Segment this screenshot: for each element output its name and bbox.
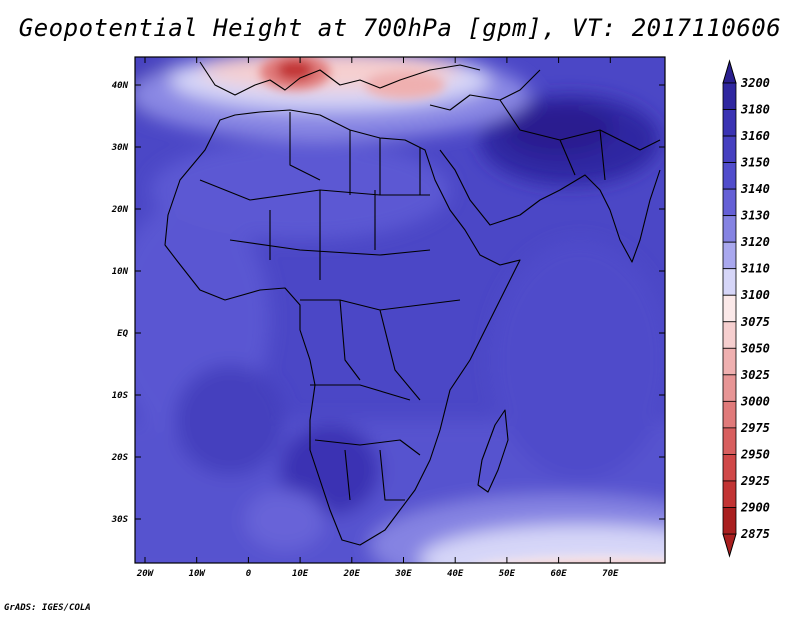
chart-title: Geopotential Height at 700hPa [gpm], VT:… [18, 14, 782, 42]
lon-tick-label: 30E [394, 569, 412, 579]
europe-coast [199, 61, 481, 96]
borders-central [300, 299, 461, 401]
colorbar-bottom-arrow [722, 533, 737, 558]
lat-tick-label: 30S [111, 515, 129, 525]
field-zone-south-core [487, 556, 665, 563]
colorbar-swatch [722, 427, 737, 455]
colorbar-label: 3160 [740, 129, 770, 143]
madagascar [477, 409, 509, 493]
colorbar-label: 3120 [740, 235, 770, 249]
field-zone-high-safrica [280, 425, 380, 515]
lon-tick-label: 0 [246, 569, 252, 579]
field-zone-trough-center [277, 60, 313, 80]
colorbar-label: 2950 [740, 447, 770, 461]
colorbar-swatch [722, 268, 737, 296]
colorbar-label: 3050 [740, 341, 770, 355]
field-zone-high-asia-core [505, 105, 615, 155]
lat-tick-label: 40N [112, 81, 129, 91]
borders-north [289, 112, 421, 195]
colorbar-swatch [722, 454, 737, 482]
colorbar-label: 3130 [740, 209, 770, 223]
lat-tick-label: EQ [117, 329, 128, 339]
middle-east [429, 69, 541, 111]
colorbar-swatch [722, 507, 737, 535]
borders-asia [499, 99, 661, 181]
field-zone-south-mid [420, 525, 665, 563]
colorbar-label: 2925 [740, 474, 770, 488]
colorbar-swatch [722, 135, 737, 163]
lon-tick-label: 20E [343, 569, 361, 579]
colorbar-label: 3200 [740, 76, 770, 90]
borders-south [314, 439, 421, 501]
colorbar-label: 3110 [740, 262, 770, 276]
lat-tick-label: 20N [111, 205, 129, 215]
lat-tick-label: 30N [111, 143, 129, 153]
latitude-axis: 40N 30N 20N 10N EQ 10S 20S 30S [111, 81, 665, 525]
lon-tick-label: 50E [499, 569, 516, 579]
colorbar-swatch [722, 109, 737, 137]
field-zone-south-pink [450, 565, 750, 601]
field-zone-sahara [150, 140, 450, 240]
colorbar: 3200 3180 3160 3150 3140 3130 3120 3110 3100 3075… [722, 59, 770, 558]
field-zone-indian-ocean [490, 240, 665, 480]
arabia-asia-coast [439, 149, 661, 263]
grads-credit: GrADS: IGES/COLA [4, 603, 91, 613]
colorbar-swatch [722, 374, 737, 402]
lon-tick-label: 60E [550, 569, 567, 579]
africa-coastline [164, 109, 521, 546]
lon-tick-label: 70E [602, 569, 619, 579]
field-zone-mid-cape [245, 490, 325, 550]
colorbar-label: 3025 [740, 368, 770, 382]
colorbar-label: 3150 [740, 156, 770, 170]
colorbar-swatch [722, 162, 737, 190]
borders-sahel [199, 179, 431, 280]
lon-tick-label: 10E [292, 569, 309, 579]
colorbar-label: 2975 [740, 421, 770, 435]
colorbar-label: 2875 [740, 527, 770, 541]
lat-tick-label: 10S [112, 391, 129, 401]
colorbar-swatch [722, 188, 737, 217]
colorbar-swatch [722, 321, 737, 349]
colorbar-label: 3075 [740, 315, 770, 329]
field-zone-aegean [365, 71, 445, 99]
colorbar-label: 3000 [740, 394, 770, 408]
colorbar-swatch [722, 347, 737, 376]
colorbar-swatch [722, 400, 737, 429]
lon-tick-label: 10W [189, 569, 207, 579]
colorbar-label: 3140 [740, 182, 770, 196]
lon-tick-label: 20W [136, 569, 155, 579]
colorbar-swatch [722, 294, 737, 323]
lat-tick-label: 10N [112, 267, 129, 277]
longitude-axis: 20W 10W 0 10E 20E 30E 40E 50E 60E 70E [136, 57, 619, 579]
lat-tick-label: 20S [111, 453, 129, 463]
colorbar-label: 3100 [740, 288, 770, 302]
map-frame [134, 56, 666, 564]
colorbar-top-arrow [722, 59, 737, 84]
coastlines [164, 61, 661, 546]
lon-tick-label: 40E [447, 569, 464, 579]
colorbar-label: 2900 [740, 500, 770, 514]
field-zone-high-satl [175, 365, 285, 475]
colorbar-swatch [722, 215, 737, 243]
map-field [135, 57, 750, 601]
colorbar-swatch [722, 82, 737, 110]
colorbar-swatch [722, 480, 737, 508]
colorbar-label: 3180 [740, 103, 770, 117]
colorbar-swatch [722, 241, 737, 270]
